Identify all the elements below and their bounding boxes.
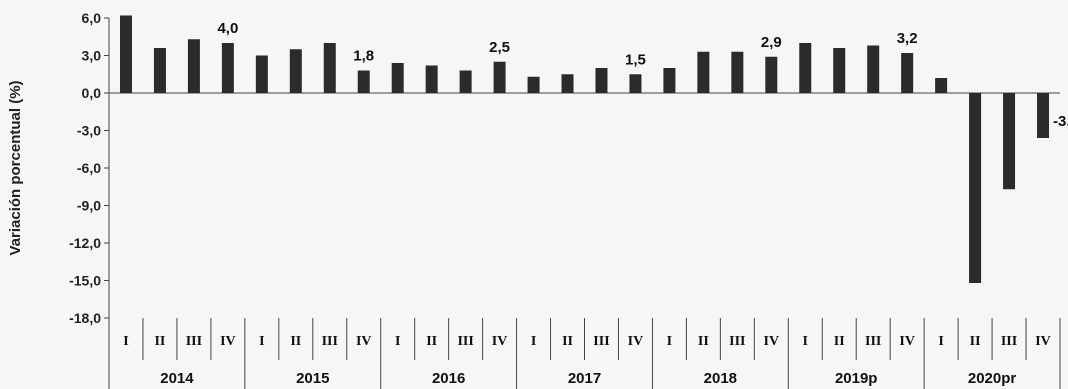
bar (221, 43, 234, 93)
quarter-label: I (123, 334, 128, 349)
bar (1037, 93, 1050, 138)
quarter-label: II (970, 334, 981, 349)
quarter-label: II (562, 334, 573, 349)
quarter-label: III (457, 334, 473, 349)
year-label: 2017 (568, 370, 601, 387)
quarter-label: I (938, 334, 943, 349)
data-label: -3,6 (1053, 113, 1068, 130)
bar (527, 76, 540, 93)
data-label: 2,9 (761, 34, 782, 51)
bar (867, 45, 880, 93)
quarter-label: IV (220, 334, 236, 349)
bar (799, 43, 812, 93)
bar (119, 15, 132, 93)
quarter-label: II (426, 334, 437, 349)
y-axis: 6,0 3,0 0,0 -3,0 -6,0 -9,0 -12,0 -15,0 -18,0 (69, 10, 1060, 382)
data-label: 2,5 (489, 39, 510, 56)
quarter-label: I (803, 334, 808, 349)
year-label: 2015 (296, 370, 329, 387)
quarter-label: III (1001, 334, 1017, 349)
quarter-label: I (259, 334, 264, 349)
quarter-label: IV (764, 334, 780, 349)
year-label: 2016 (432, 370, 465, 387)
year-label: 2019p (835, 370, 878, 387)
bar (187, 39, 200, 93)
bar (901, 53, 914, 93)
bar (323, 43, 336, 93)
year-label: 2014 (160, 370, 194, 387)
quarter-label: II (834, 334, 845, 349)
bar (969, 93, 982, 283)
bar (391, 63, 404, 93)
bar (425, 65, 438, 93)
category-axis: I II III IV I II III IV I II III IV I II III IV I II III IV… (108, 318, 1061, 389)
year-label: 2020pr (968, 370, 1017, 387)
bar (493, 61, 506, 93)
y-tick-label: -3,0 (77, 123, 101, 139)
bar (561, 74, 574, 93)
bars (119, 15, 1050, 283)
quarter-label: IV (1035, 334, 1051, 349)
quarter-label: II (154, 334, 165, 349)
bar (935, 78, 948, 93)
y-tick-label: -6,0 (77, 160, 101, 176)
quarter-label: II (290, 334, 301, 349)
bar (629, 74, 642, 93)
y-tick-label: -18,0 (69, 310, 101, 326)
bar (833, 48, 846, 93)
quarter-label: I (667, 334, 672, 349)
quarter-label: III (729, 334, 745, 349)
data-label: 3,2 (897, 30, 918, 47)
y-tick-label: 3,0 (82, 48, 102, 64)
data-labels: 4,0 1,8 2,5 1,5 2,9 3,2 -3,6 (217, 20, 1068, 130)
y-tick-label: -9,0 (77, 198, 101, 214)
quarter-label: III (865, 334, 881, 349)
year-label: 2018 (704, 370, 737, 387)
quarter-label: I (531, 334, 536, 349)
quarter-label: IV (899, 334, 915, 349)
bar (1003, 93, 1016, 190)
quarter-label: III (322, 334, 338, 349)
y-tick-label: 0,0 (82, 85, 102, 101)
quarter-label: IV (492, 334, 508, 349)
bar (459, 70, 472, 93)
bar (153, 48, 166, 93)
quarter-label: IV (356, 334, 372, 349)
bar (357, 70, 370, 93)
bar (595, 68, 608, 93)
quarter-label: II (698, 334, 709, 349)
quarter-label: III (186, 334, 202, 349)
y-tick-label: -12,0 (69, 235, 101, 251)
bar (663, 68, 676, 93)
data-label: 1,5 (625, 51, 646, 68)
quarter-label: I (395, 334, 400, 349)
data-label: 4,0 (217, 20, 238, 37)
y-axis-label: Variación porcentual (%) (7, 80, 24, 255)
bar (697, 51, 710, 93)
bar (765, 56, 778, 93)
y-tick-label: 6,0 (82, 10, 102, 26)
bar (731, 51, 744, 93)
quarter-label: IV (628, 334, 644, 349)
y-tick-label: -15,0 (69, 273, 101, 289)
data-label: 1,8 (353, 48, 374, 65)
quarter-label: III (593, 334, 609, 349)
bar (255, 55, 268, 93)
bar (289, 49, 302, 93)
